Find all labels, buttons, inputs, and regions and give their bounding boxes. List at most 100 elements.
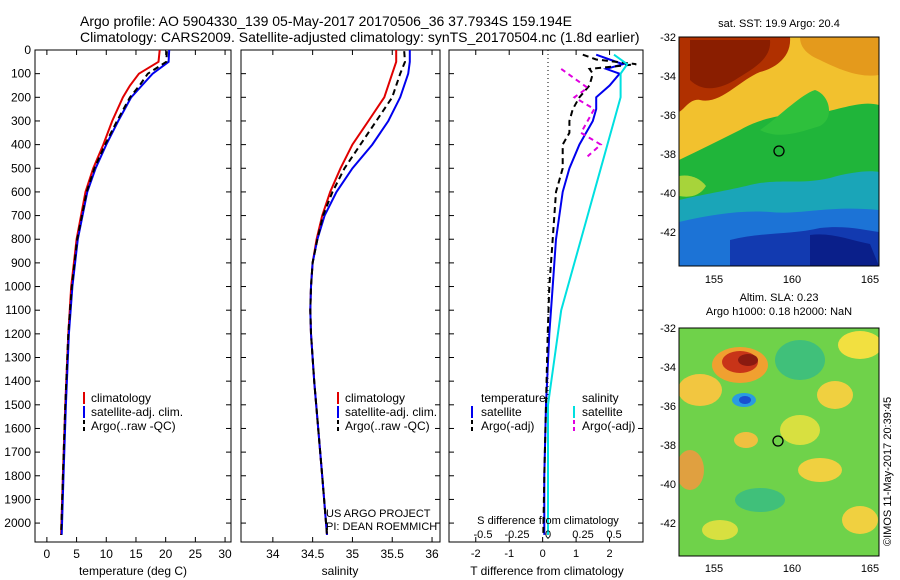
x-tick-label: 15: [129, 547, 143, 561]
depth-tick-label: 1500: [4, 398, 31, 412]
map2-ytick: -36: [660, 401, 676, 413]
x-tick-label: -2: [471, 548, 481, 560]
legend-t-argo: Argo(-adj): [481, 419, 534, 433]
series-temperature-satellite: [543, 53, 627, 535]
salinity-ticks: 34 34.5 35 35.5 36: [241, 49, 440, 561]
temperature-legend: climatology satellite-adj. clim. Argo(..…: [83, 391, 183, 433]
sla-map-title2: Argo h1000: 0.18 h2000: NaN: [706, 306, 852, 318]
sla-map: Altim. SLA: 0.23 Argo h1000: 0.18 h2000:…: [660, 292, 880, 575]
series-salinity-satellite: [547, 53, 629, 535]
salinity-series: [309, 50, 411, 535]
depth-tick-label: 1600: [4, 421, 31, 435]
difference-legend: temperature salinity satellite Argo(-adj…: [471, 391, 635, 433]
sst-map: sat. SST: 19.9 Argo: 20.4 -32 -34 -36 -3…: [660, 18, 880, 286]
map1-xtick: 165: [861, 274, 879, 286]
depth-tick-label: 1000: [4, 280, 31, 294]
x-tick-label: 0: [540, 548, 546, 560]
map1-xtick: 155: [705, 274, 723, 286]
series-temperature-argo-adj-: [542, 53, 637, 535]
x-tick-label: -1: [504, 548, 514, 560]
legend-salinity-title: salinity: [582, 391, 619, 405]
sla-map-image: [679, 328, 879, 556]
map1-ytick: -32: [660, 32, 676, 44]
legend-s-satellite: satellite: [582, 405, 623, 419]
temperature-legend-satellite: satellite-adj. clim.: [91, 405, 183, 419]
map2-ytick: -32: [660, 323, 676, 335]
salinity-legend-climatology: climatology: [345, 391, 405, 405]
map2-xtick: 155: [705, 563, 723, 575]
temperature-panel: 0 5 10 15 20 25 300100200300400500600700800900…: [4, 43, 232, 578]
series-climatology: [309, 50, 398, 535]
map2-ytick: -38: [660, 440, 676, 452]
depth-tick-label: 800: [11, 232, 31, 246]
x-tick-label: 2: [606, 548, 612, 560]
map1-ytick: -36: [660, 110, 676, 122]
depth-tick-label: 1200: [4, 327, 31, 341]
s-tick: 0: [545, 529, 551, 541]
map2-xtick: 160: [783, 563, 801, 575]
series-satellite-adj-clim-: [60, 49, 171, 535]
map2-ytick: -40: [660, 479, 676, 491]
temperature-ticks: 0 5 10 15 20 25 300100200300400500600700800900…: [4, 43, 232, 561]
sst-map-title: sat. SST: 19.9 Argo: 20.4: [718, 18, 840, 30]
depth-tick-label: 500: [11, 161, 31, 175]
depth-tick-label: 1100: [5, 303, 31, 317]
x-tick-label: 35.5: [381, 547, 405, 561]
x-tick-label: 20: [159, 547, 173, 561]
map2-xtick: 165: [861, 563, 879, 575]
legend-temperature-title: temperature: [481, 391, 546, 405]
salinity-legend: climatology satellite-adj. clim. Argo(..…: [337, 391, 437, 433]
depth-tick-label: 300: [11, 114, 31, 128]
depth-tick-label: 1800: [4, 469, 31, 483]
sla-map-title1: Altim. SLA: 0.23: [740, 292, 819, 304]
temperature-legend-argo: Argo(..raw -QC): [91, 419, 176, 433]
series-satellite-adj-clim-: [309, 50, 411, 535]
depth-tick-label: 200: [11, 90, 31, 104]
temperature-series: [60, 49, 171, 535]
depth-tick-label: 1700: [4, 445, 31, 459]
depth-tick-label: 0: [24, 43, 31, 57]
sst-map-image: [679, 37, 879, 266]
depth-tick-label: 1300: [4, 351, 31, 365]
difference-xlabel: T difference from climatology: [470, 564, 624, 578]
s-tick: -0.25: [504, 529, 529, 541]
depth-tick-label: 900: [11, 256, 31, 270]
map1-ytick: -38: [660, 149, 676, 161]
series-salinity-argo-adj-: [560, 68, 603, 158]
s-difference-label: S difference from climatology: [477, 515, 619, 527]
x-tick-label: 34: [266, 547, 280, 561]
legend-s-argo: Argo(-adj): [582, 419, 635, 433]
salinity-legend-argo: Argo(..raw -QC): [345, 419, 430, 433]
series-argo-raw-qc-: [60, 51, 168, 535]
x-tick-label: 30: [218, 547, 232, 561]
salinity-xlabel: salinity: [322, 564, 359, 578]
depth-tick-label: 1400: [4, 374, 31, 388]
header-line1: Argo profile: AO 5904330_139 05-May-2017…: [80, 13, 572, 29]
s-tick: -0.5: [474, 529, 493, 541]
map1-xtick: 160: [783, 274, 801, 286]
x-tick-label: 25: [189, 547, 203, 561]
map1-ytick: -40: [660, 188, 676, 200]
x-tick-label: 1: [573, 548, 579, 560]
credit-stamp: ©IMOS 11-May-2017 20:39:45: [882, 397, 894, 546]
depth-tick-label: 400: [11, 138, 31, 152]
x-tick-label: 10: [100, 547, 114, 561]
series-climatology: [60, 49, 161, 535]
salinity-panel: 34 34.5 35 35.5 36 salinity climatology sate…: [240, 49, 441, 578]
s-tick: 0.5: [606, 529, 621, 541]
x-tick-label: 36: [425, 547, 439, 561]
map2-ytick: -34: [660, 362, 676, 374]
difference-panel: -2 -1 0 1 2 S difference from climatology -0…: [448, 49, 644, 578]
salinity-legend-satellite: satellite-adj. clim.: [345, 405, 437, 419]
depth-tick-label: 2000: [4, 516, 31, 530]
x-tick-label: 5: [73, 547, 80, 561]
depth-tick-label: 700: [11, 209, 31, 223]
depth-tick-label: 1900: [4, 492, 31, 506]
series-argo-raw-qc-: [309, 51, 407, 535]
header-line2: Climatology: CARS2009. Satellite-adjuste…: [80, 29, 640, 45]
difference-series: [542, 53, 637, 535]
s-tick: 0.25: [572, 529, 593, 541]
x-tick-label: 0: [44, 547, 51, 561]
depth-tick-label: 100: [11, 67, 31, 81]
